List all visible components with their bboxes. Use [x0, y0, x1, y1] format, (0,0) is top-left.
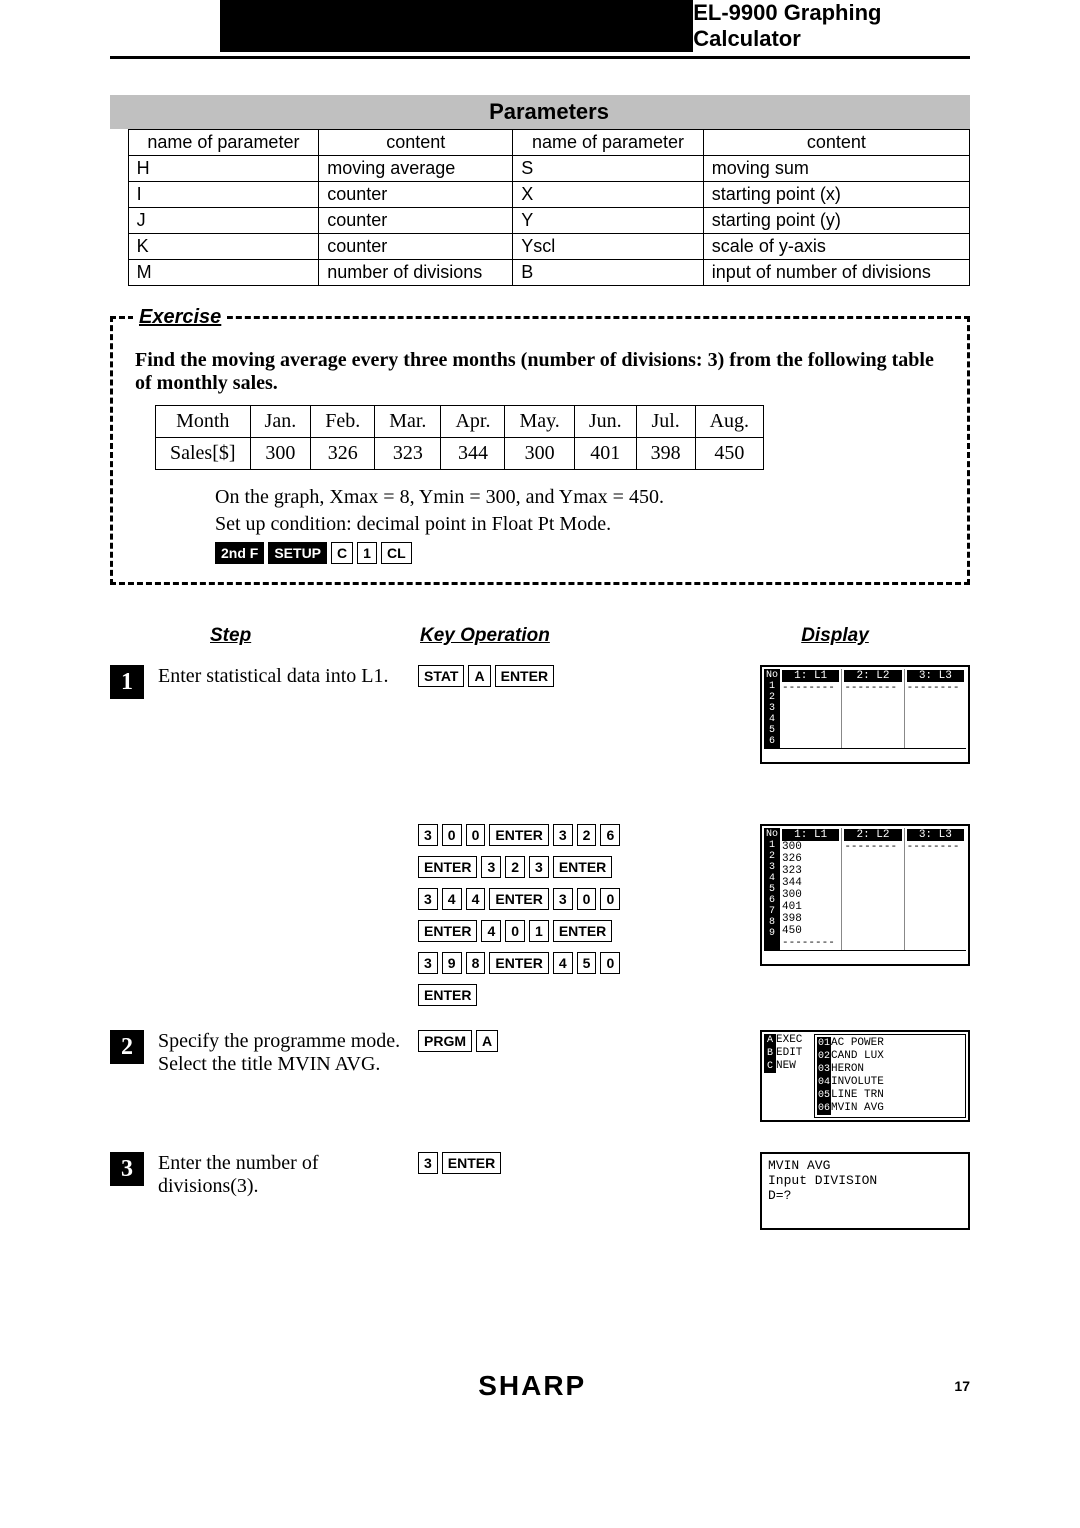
- key-a: A: [476, 1030, 498, 1052]
- params-row: IcounterXstarting point (x): [128, 182, 969, 208]
- params-th: content: [703, 130, 969, 156]
- step-2-keys: PRGM A: [418, 1030, 708, 1052]
- params-row: KcounterYsclscale of y-axis: [128, 234, 969, 260]
- key-1: 1: [357, 542, 377, 564]
- step-1b-display: No 1 2 3 4 5 6 7 8 9 1: L1 300 326: [760, 824, 970, 966]
- sharp-logo: SHARP: [478, 1370, 586, 1402]
- key-stat: STAT: [418, 665, 464, 687]
- key-setup: SETUP: [268, 542, 327, 564]
- exercise-label: Exercise: [133, 306, 227, 329]
- step-3-desc: Enter the number of divisions(3).: [158, 1152, 418, 1198]
- setup-key-row: 2nd F SETUP C 1 CL: [215, 542, 945, 564]
- step-1-row: 1 Enter statistical data into L1. STAT A…: [110, 665, 970, 764]
- step-2-desc: Specify the programme mode. Select the t…: [158, 1030, 418, 1076]
- graph-note-1: On the graph, Xmax = 8, Ymin = 300, and …: [215, 486, 945, 509]
- params-th: name of parameter: [513, 130, 704, 156]
- step-1-desc: Enter statistical data into L1.: [158, 665, 418, 688]
- columns-header: Step Key Operation Display: [110, 625, 970, 647]
- page-number: 17: [954, 1378, 970, 1394]
- parameters-table-wrapper: name of parameter content name of parame…: [110, 129, 970, 286]
- key-prgm: PRGM: [418, 1030, 472, 1052]
- params-header-row: name of parameter content name of parame…: [128, 130, 969, 156]
- key-2ndf: 2nd F: [215, 542, 264, 564]
- sales-data-row: Sales[$] 300 326 323 344 300 401 398 450: [156, 438, 764, 470]
- page-content: Parameters name of parameter content nam…: [110, 95, 970, 1230]
- step-3-display: MVIN AVG Input DIVISION D=?: [760, 1152, 970, 1230]
- page-footer: SHARP 17: [0, 1370, 1080, 1442]
- exercise-prompt: Find the moving average every three mont…: [135, 349, 945, 395]
- graph-note-2: Set up condition: decimal point in Float…: [215, 513, 945, 536]
- step-3-number: 3: [110, 1152, 144, 1186]
- step-3-row: 3 Enter the number of divisions(3). 3 EN…: [110, 1152, 970, 1230]
- key-enter: ENTER: [495, 665, 554, 687]
- col-header-step: Step: [110, 625, 400, 647]
- device-title: EL-9900 Graphing Calculator: [693, 0, 970, 52]
- params-th: name of parameter: [128, 130, 319, 156]
- step-3-keys: 3 ENTER: [418, 1152, 501, 1174]
- parameters-title-row: Parameters: [110, 95, 970, 129]
- sales-table: Month Jan. Feb. Mar. Apr. May. Jun. Jul.…: [155, 405, 764, 470]
- header-black-bar: [220, 0, 693, 52]
- parameters-table: name of parameter content name of parame…: [128, 129, 970, 286]
- step-1b-keys: 300ENTER326 ENTER323ENTER 344ENTER300 EN…: [418, 824, 708, 1006]
- params-th: content: [319, 130, 513, 156]
- step-2-row: 2 Specify the programme mode. Select the…: [110, 1030, 970, 1122]
- exercise-box: Exercise Find the moving average every t…: [110, 316, 970, 585]
- key-a: A: [468, 665, 490, 687]
- params-row: Hmoving averageSmoving sum: [128, 156, 969, 182]
- col-header-display: Display: [700, 625, 970, 647]
- key-cl: CL: [381, 542, 412, 564]
- key-3: 3: [418, 1152, 438, 1174]
- step-2-number: 2: [110, 1030, 144, 1064]
- key-c: C: [331, 542, 353, 564]
- params-row: Mnumber of divisionsBinput of number of …: [128, 260, 969, 286]
- step-1-number: 1: [110, 665, 144, 699]
- parameters-title: Parameters: [128, 95, 970, 129]
- step-1b-row: 300ENTER326 ENTER323ENTER 344ENTER300 EN…: [110, 824, 970, 1006]
- sales-header-row: Month Jan. Feb. Mar. Apr. May. Jun. Jul.…: [156, 406, 764, 438]
- step-1-display: No 1 2 3 4 5 6 1: L1 -------- 2: L2 ----…: [760, 665, 970, 764]
- page-header: EL-9900 Graphing Calculator: [110, 0, 970, 59]
- params-title-left-block: [110, 95, 128, 129]
- step-2-display: AEXEC BEDIT CNEW 01AC POWER 02CAND LUX 0…: [760, 1030, 970, 1122]
- params-row: JcounterYstarting point (y): [128, 208, 969, 234]
- step-1-keys: STAT A ENTER: [418, 665, 708, 687]
- key-enter: ENTER: [442, 1152, 501, 1174]
- col-header-key: Key Operation: [400, 625, 700, 647]
